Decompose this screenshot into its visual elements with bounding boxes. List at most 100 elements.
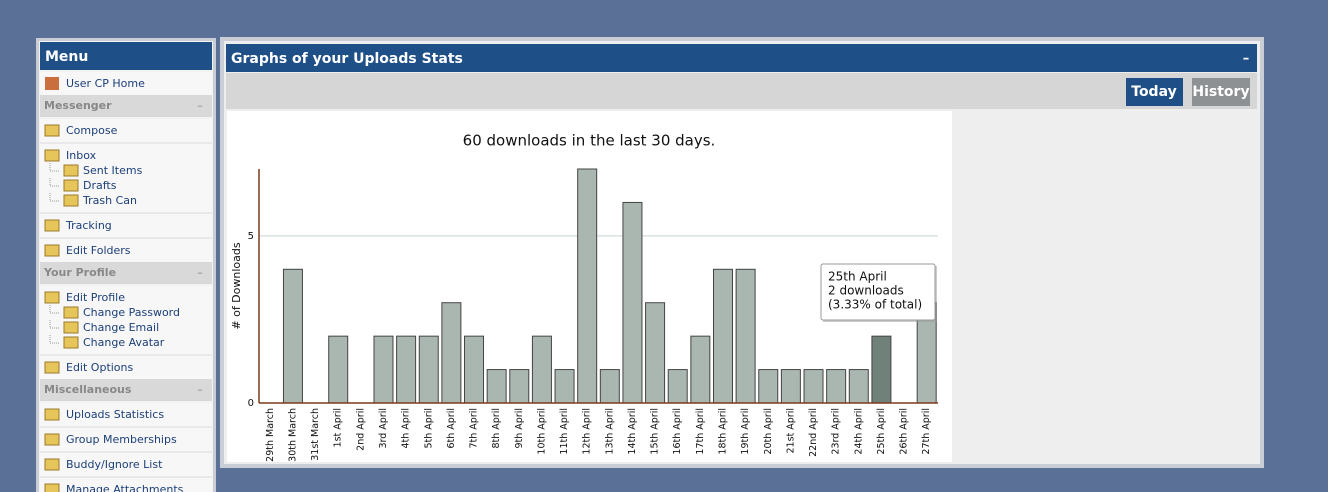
bar <box>418 335 439 404</box>
menu-icon <box>44 219 60 232</box>
tooltip-line: 2 downloads <box>828 284 904 298</box>
x-tick-label: 26th April <box>899 408 910 455</box>
menu-icon <box>44 291 60 304</box>
menu-icon <box>44 361 60 374</box>
panel-title: Graphs of your Uploads Stats <box>231 51 463 67</box>
button-history-label[interactable]: History <box>1192 84 1249 100</box>
menu-subitem[interactable]: Sent Items <box>83 164 143 177</box>
button-history[interactable] <box>1192 78 1250 106</box>
x-tick-label: 25th April <box>876 408 887 455</box>
menu-icon <box>45 77 59 90</box>
x-tick-label: 4th April <box>401 408 412 449</box>
tooltip <box>820 263 936 321</box>
menu-item[interactable]: Manage Attachments <box>66 483 184 492</box>
menu-item[interactable]: Tracking <box>65 219 112 232</box>
menu-icon <box>44 408 60 421</box>
menu-item[interactable]: Compose <box>66 124 118 137</box>
menu-row <box>40 239 212 263</box>
x-tick-label: 16th April <box>672 408 683 455</box>
menu-icon <box>63 336 79 349</box>
bar <box>531 335 552 404</box>
menu-icon <box>44 124 60 137</box>
x-tick-label: 13th April <box>604 408 615 455</box>
sidebar-header <box>40 42 212 70</box>
x-tick-label: 24th April <box>853 408 864 455</box>
menu-subitem[interactable]: Trash Can <box>82 194 137 207</box>
x-tick-label: 22nd April <box>808 408 819 457</box>
section-title: Your Profile <box>43 266 116 279</box>
menu-subitem[interactable]: Change Password <box>83 306 180 319</box>
section-header <box>40 95 212 117</box>
bar <box>441 302 462 404</box>
menu-icon <box>44 433 60 446</box>
panel-toggle[interactable]: – <box>1243 52 1250 67</box>
x-tick-label: 11th April <box>559 408 570 455</box>
bar <box>373 335 394 404</box>
menu-subitem[interactable]: Change Email <box>83 321 159 334</box>
menu-row <box>40 453 212 477</box>
menu-icon <box>44 244 60 257</box>
x-tick-label: 7th April <box>469 408 480 449</box>
menu-icon <box>63 321 79 334</box>
bar <box>509 369 530 404</box>
bar <box>622 201 643 404</box>
menu-item[interactable]: Buddy/Ignore List <box>66 458 163 471</box>
bar <box>690 335 711 404</box>
section-toggle[interactable]: – <box>197 383 203 396</box>
menu-row <box>40 214 212 238</box>
menu-item[interactable]: Group Memberships <box>66 433 177 446</box>
menu-icon <box>63 164 79 177</box>
x-tick-label: 17th April <box>695 408 706 455</box>
y-axis-label: # of Downloads <box>230 242 243 329</box>
x-tick-label: 2nd April <box>355 408 366 451</box>
section-header <box>40 379 212 401</box>
section-title: Messenger <box>44 99 112 112</box>
bar <box>396 335 417 404</box>
button-today-label[interactable]: Today <box>1131 84 1176 100</box>
x-tick-label: 10th April <box>536 408 547 455</box>
menu-row <box>40 356 212 380</box>
menu-icon <box>63 306 79 319</box>
x-tick-label: 15th April <box>650 408 661 455</box>
menu-icon <box>63 179 79 192</box>
bar <box>803 369 824 404</box>
section-toggle[interactable]: – <box>197 99 203 112</box>
bar <box>826 369 847 404</box>
x-tick-label: 6th April <box>446 408 457 449</box>
x-tick-label: 14th April <box>627 408 638 455</box>
bar <box>486 369 507 404</box>
x-tick-label: 3rd April <box>378 408 389 449</box>
x-tick-label: 29th March <box>265 408 276 462</box>
bar <box>464 335 485 404</box>
menu-row <box>40 403 212 427</box>
chart-title: 60 downloads in the last 30 days. <box>463 132 716 150</box>
menu-item[interactable]: Edit Options <box>66 361 134 374</box>
menu-row <box>40 119 212 143</box>
menu-subitem[interactable]: Drafts <box>83 179 117 192</box>
toolbar <box>226 73 1257 109</box>
menu-item[interactable]: Inbox <box>66 149 97 162</box>
bar <box>712 268 733 404</box>
x-tick-label: 18th April <box>717 408 728 455</box>
bar <box>599 369 620 404</box>
x-tick-label: 31st March <box>310 408 321 461</box>
bar <box>667 369 688 404</box>
bar <box>780 369 801 404</box>
menu-icon <box>63 194 79 207</box>
button-today[interactable] <box>1126 78 1183 106</box>
menu-icon <box>44 483 60 492</box>
section-toggle[interactable]: – <box>197 266 203 279</box>
menu-item[interactable]: Edit Profile <box>66 291 125 304</box>
x-tick-label: 12th April <box>582 408 593 455</box>
menu-item[interactable]: User CP Home <box>66 77 145 90</box>
bar <box>554 369 575 404</box>
menu-item[interactable]: Edit Folders <box>66 244 131 257</box>
menu-row <box>40 72 212 96</box>
bar <box>871 335 892 404</box>
bar <box>328 335 349 404</box>
bar <box>848 369 869 404</box>
tooltip-title: 25th April <box>828 270 887 284</box>
menu-item[interactable]: Uploads Statistics <box>66 408 164 421</box>
menu-subitem[interactable]: Change Avatar <box>83 336 165 349</box>
